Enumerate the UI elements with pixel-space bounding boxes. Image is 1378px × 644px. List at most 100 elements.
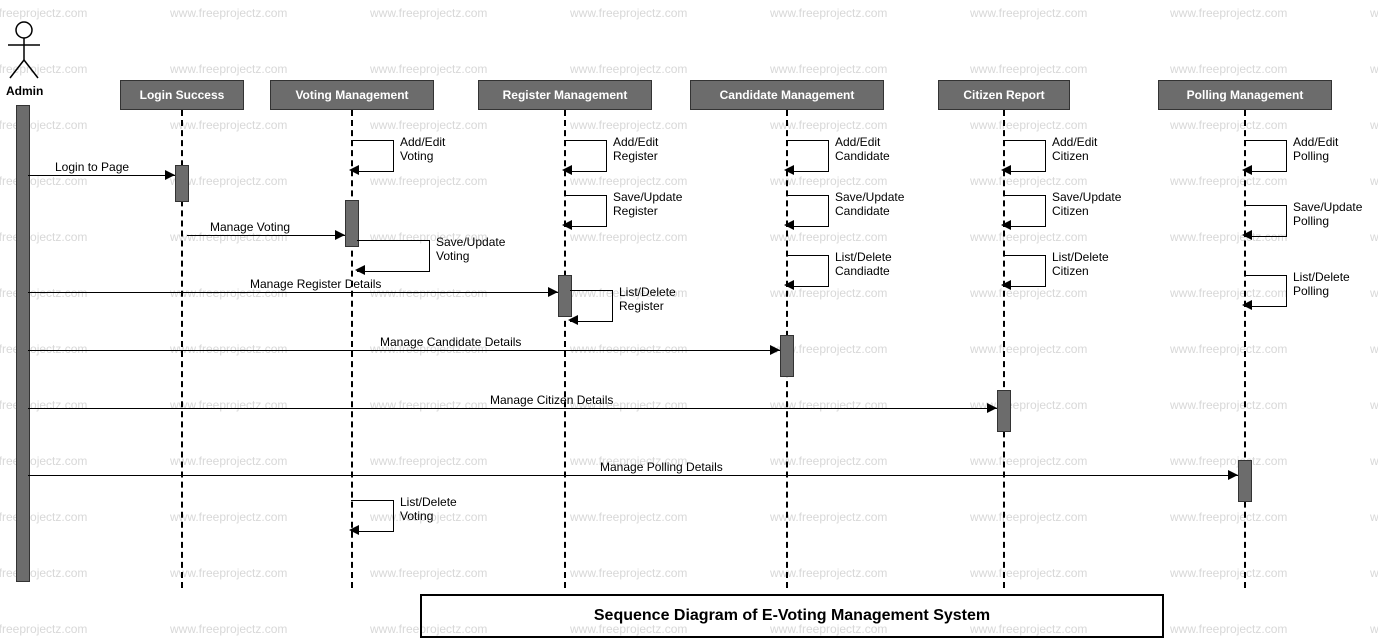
arrow-left-icon — [562, 220, 572, 230]
self-message-label: Add/EditRegister — [613, 135, 658, 163]
watermark-text: www.freeprojectz.com — [1370, 398, 1378, 412]
watermark-text: www.freeprojectz.com — [370, 398, 487, 412]
watermark-text: www.freeprojectz.com — [1170, 398, 1287, 412]
watermark-text: www.freeprojectz.com — [1170, 342, 1287, 356]
self-message-label: Save/UpdateCandidate — [835, 190, 904, 218]
message-line — [187, 235, 345, 236]
activation-bar — [16, 105, 30, 582]
watermark-text: www.freeprojectz.com — [970, 230, 1087, 244]
arrow-right-icon — [165, 170, 175, 180]
message-line — [28, 475, 1238, 476]
watermark-text: www.freeprojectz.com — [570, 6, 687, 20]
self-message-label: Add/EditCandidate — [835, 135, 890, 163]
watermark-text: www.freeprojectz.com — [1370, 6, 1378, 20]
lifeline-box: Candidate Management — [690, 80, 884, 110]
watermark-text: www.freeprojectz.com — [170, 118, 287, 132]
self-message-label: Save/UpdateCitizen — [1052, 190, 1121, 218]
watermark-text: www.freeprojectz.com — [0, 510, 87, 524]
arrow-left-icon — [1242, 230, 1252, 240]
arrow-left-icon — [1001, 165, 1011, 175]
message-label: Manage Polling Details — [600, 460, 723, 474]
arrow-left-icon — [568, 315, 578, 325]
watermark-text: www.freeprojectz.com — [1370, 62, 1378, 76]
watermark-text: www.freeprojectz.com — [570, 118, 687, 132]
watermark-text: www.freeprojectz.com — [570, 62, 687, 76]
arrow-left-icon — [355, 265, 365, 275]
watermark-text: www.freeprojectz.com — [970, 510, 1087, 524]
arrow-left-icon — [1001, 220, 1011, 230]
watermark-text: www.freeprojectz.com — [970, 174, 1087, 188]
message-label: Manage Register Details — [250, 277, 381, 291]
arrow-left-icon — [349, 525, 359, 535]
watermark-text: www.freeprojectz.com — [970, 566, 1087, 580]
lifeline-box: Login Success — [120, 80, 244, 110]
watermark-text: www.freeprojectz.com — [770, 6, 887, 20]
watermark-text: www.freeprojectz.com — [1370, 622, 1378, 636]
self-message-label: Add/EditCitizen — [1052, 135, 1097, 163]
watermark-text: www.freeprojectz.com — [170, 398, 287, 412]
self-message-label: Add/EditPolling — [1293, 135, 1338, 163]
watermark-text: www.freeprojectz.com — [370, 118, 487, 132]
watermark-text: www.freeprojectz.com — [370, 286, 487, 300]
watermark-text: www.freeprojectz.com — [970, 454, 1087, 468]
watermark-text: www.freeprojectz.com — [1170, 622, 1287, 636]
arrow-right-icon — [987, 403, 997, 413]
watermark-text: www.freeprojectz.com — [0, 230, 87, 244]
watermark-text: www.freeprojectz.com — [170, 342, 287, 356]
arrow-left-icon — [562, 165, 572, 175]
watermark-text: www.freeprojectz.com — [0, 118, 87, 132]
watermark-text: www.freeprojectz.com — [0, 174, 87, 188]
lifeline-box: Citizen Report — [938, 80, 1070, 110]
watermark-text: www.freeprojectz.com — [1370, 342, 1378, 356]
watermark-text: www.freeprojectz.com — [0, 286, 87, 300]
watermark-text: www.freeprojectz.com — [970, 62, 1087, 76]
watermark-text: www.freeprojectz.com — [370, 62, 487, 76]
message-label: Manage Citizen Details — [490, 393, 613, 407]
message-label: Manage Candidate Details — [380, 335, 521, 349]
self-message-label: List/DeleteVoting — [400, 495, 457, 523]
watermark-text: www.freeprojectz.com — [570, 174, 687, 188]
watermark-text: www.freeprojectz.com — [370, 566, 487, 580]
watermark-text: www.freeprojectz.com — [1170, 510, 1287, 524]
watermark-text: www.freeprojectz.com — [570, 566, 687, 580]
watermark-text: www.freeprojectz.com — [1170, 566, 1287, 580]
actor-icon — [4, 20, 44, 80]
watermark-text: www.freeprojectz.com — [1370, 118, 1378, 132]
lifeline-line — [1244, 110, 1246, 588]
watermark-text: www.freeprojectz.com — [970, 286, 1087, 300]
arrow-left-icon — [784, 280, 794, 290]
watermark-text: www.freeprojectz.com — [1170, 174, 1287, 188]
watermark-text: www.freeprojectz.com — [0, 398, 87, 412]
watermark-text: www.freeprojectz.com — [970, 118, 1087, 132]
arrow-left-icon — [784, 165, 794, 175]
watermark-text: www.freeprojectz.com — [1370, 566, 1378, 580]
message-label: Login to Page — [55, 160, 129, 174]
activation-bar — [1238, 460, 1252, 502]
watermark-text: www.freeprojectz.com — [1370, 230, 1378, 244]
self-message-label: Save/UpdateVoting — [436, 235, 505, 263]
watermark-text: www.freeprojectz.com — [970, 6, 1087, 20]
watermark-text: www.freeprojectz.com — [170, 454, 287, 468]
actor-label: Admin — [6, 84, 43, 98]
watermark-text: www.freeprojectz.com — [170, 510, 287, 524]
watermark-text: www.freeprojectz.com — [1170, 118, 1287, 132]
watermark-text: www.freeprojectz.com — [1370, 286, 1378, 300]
self-message-label: Save/UpdateRegister — [613, 190, 682, 218]
watermark-text: www.freeprojectz.com — [1170, 454, 1287, 468]
watermark-text: www.freeprojectz.com — [0, 6, 87, 20]
watermark-text: www.freeprojectz.com — [1170, 6, 1287, 20]
message-line — [28, 350, 780, 351]
watermark-text: www.freeprojectz.com — [1370, 454, 1378, 468]
arrow-left-icon — [1001, 280, 1011, 290]
watermark-text: www.freeprojectz.com — [0, 342, 87, 356]
arrow-left-icon — [1242, 300, 1252, 310]
watermark-text: www.freeprojectz.com — [0, 454, 87, 468]
watermark-text: www.freeprojectz.com — [370, 174, 487, 188]
watermark-text: www.freeprojectz.com — [1370, 510, 1378, 524]
watermark-text: www.freeprojectz.com — [170, 566, 287, 580]
self-message-label: List/DeleteCandiadte — [835, 250, 892, 278]
activation-bar — [780, 335, 794, 377]
arrow-right-icon — [548, 287, 558, 297]
diagram-title: Sequence Diagram of E-Voting Management … — [420, 594, 1164, 638]
arrow-left-icon — [349, 165, 359, 175]
